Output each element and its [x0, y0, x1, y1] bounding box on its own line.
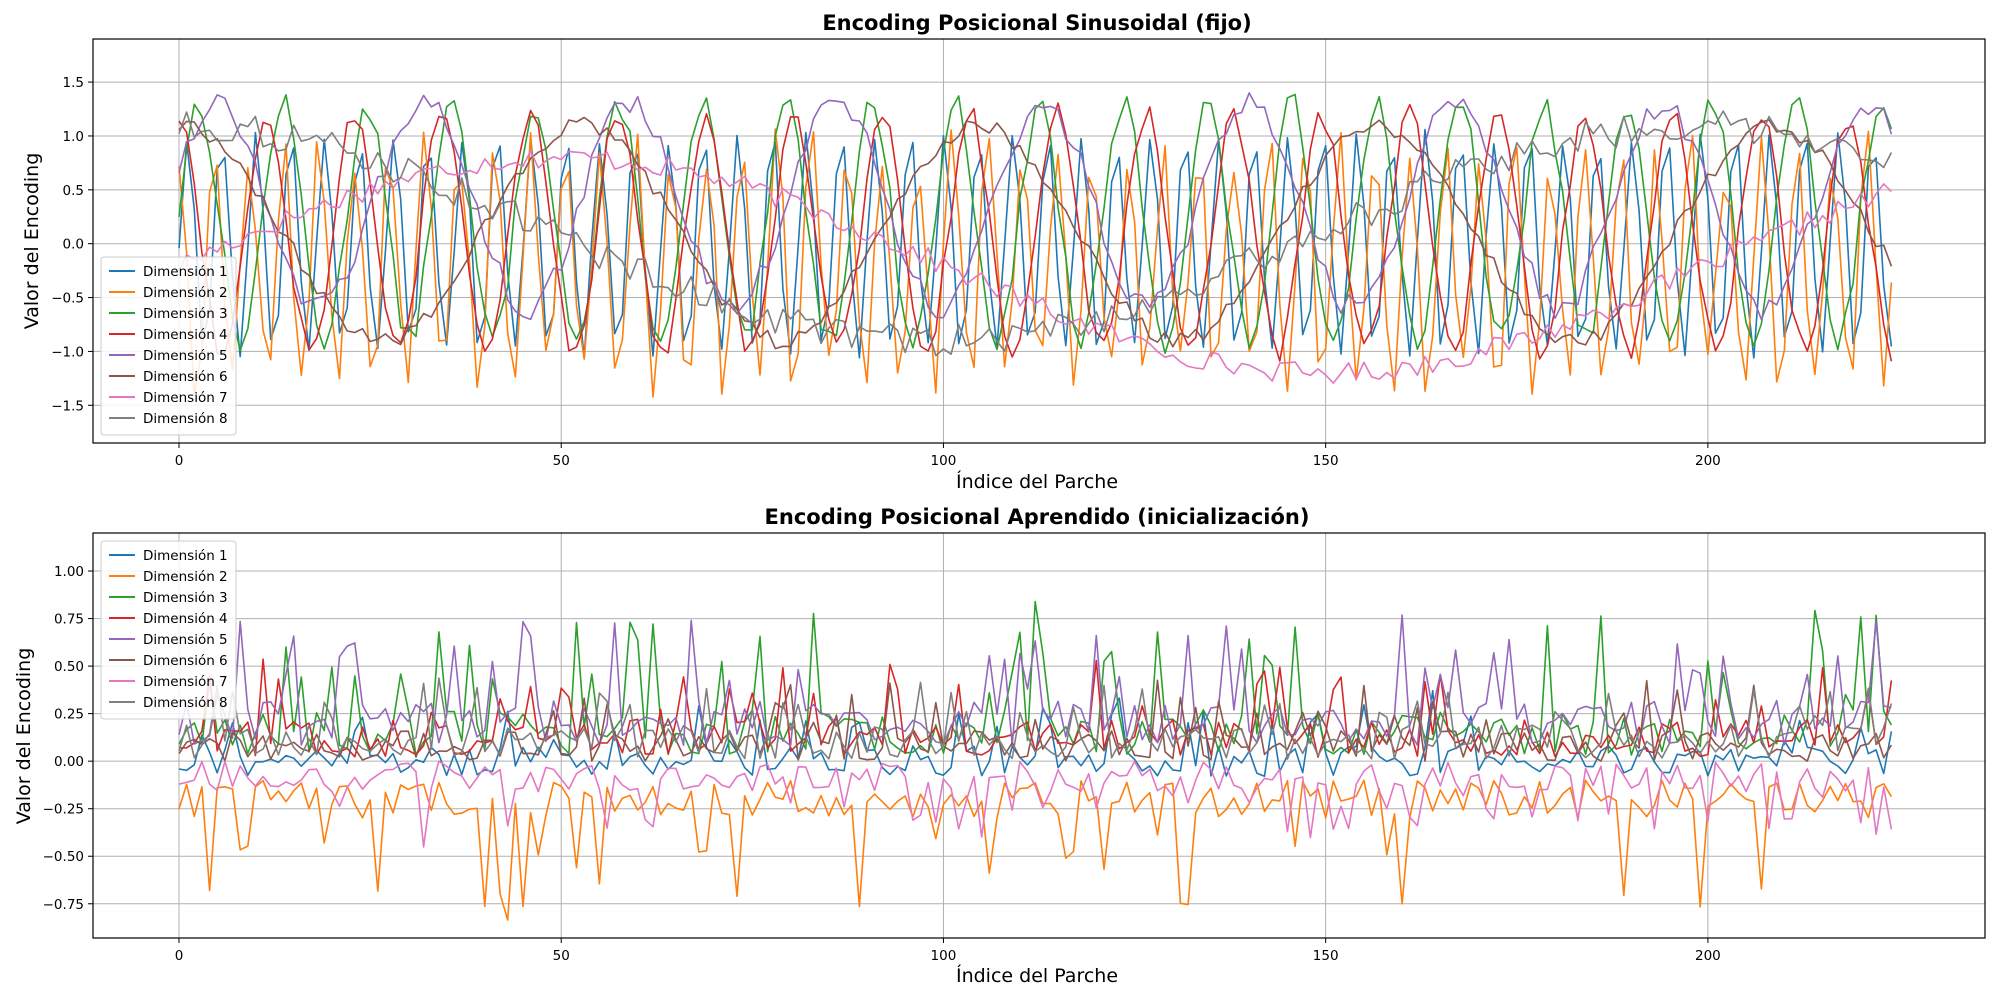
grid [93, 533, 1985, 938]
legend-label: Dimensión 2 [143, 569, 228, 585]
plot-frame [92, 38, 1986, 444]
y-tick-label: −0.5 [51, 291, 84, 307]
y-tick-label: 1.00 [54, 564, 84, 580]
chart-title: Encoding Posicional Aprendido (inicializ… [765, 505, 1310, 529]
x-tick-label: 100 [931, 948, 957, 964]
x-tick-label: 150 [1313, 948, 1339, 964]
legend-label: Dimensión 8 [143, 695, 228, 711]
y-tick-label: 0.5 [63, 183, 84, 199]
x-tick-label: 200 [1695, 948, 1721, 964]
x-axis-label: Índice del Parche [956, 470, 1118, 493]
y-tick-label: 0.0 [63, 237, 84, 253]
series-line [178, 677, 1893, 760]
series-line [178, 110, 1893, 357]
y-axis-label: Valor del Encoding [13, 648, 35, 825]
legend-label: Dimensión 5 [143, 632, 228, 648]
x-tick-label: 50 [553, 453, 570, 469]
y-tick-label: −0.75 [43, 897, 84, 913]
ticks: 0 50 100 150 200 −0.75 −0.50 −0.25 0.00 0.25 0.50 0… [43, 564, 1721, 964]
legend-label: Dimensión 6 [143, 653, 228, 669]
series-lines [178, 600, 1893, 921]
y-tick-label: 0.00 [54, 754, 84, 770]
series-lines [178, 92, 1893, 398]
legend-label: Dimensión 1 [143, 264, 228, 280]
y-tick-label: 0.25 [54, 707, 84, 723]
legend-label: Dimensión 5 [143, 348, 228, 364]
legend-label: Dimensión 4 [143, 327, 228, 343]
series-line [178, 689, 1893, 777]
x-tick-label: 50 [553, 948, 570, 964]
y-tick-label: −0.50 [43, 849, 84, 865]
legend-label: Dimensión 7 [143, 674, 228, 690]
legend: Dimensión 1 Dimensión 2 Dimensión 3 Dimensi… [100, 540, 237, 720]
legend-label: Dimensión 8 [143, 411, 228, 427]
y-tick-label: 0.75 [54, 612, 84, 628]
chart-title: Encoding Posicional Sinusoidal (fijo) [822, 11, 1251, 35]
series-line [178, 760, 1893, 848]
legend-box [100, 540, 237, 720]
series-line [178, 128, 1893, 359]
series-line [178, 93, 1893, 355]
x-tick-label: 200 [1695, 453, 1721, 469]
sinusoidal-panel: Encoding Posicional Sinusoidal (fijo) Ín… [21, 11, 1986, 493]
ticks: 0 50 100 150 200 −1.5 −1.0 −0.5 0.0 0.5 1.0 1.5 [51, 75, 1721, 469]
series-line [178, 116, 1893, 350]
y-tick-label: −1.5 [51, 398, 84, 414]
legend-label: Dimensión 7 [143, 390, 228, 406]
x-tick-label: 150 [1313, 453, 1339, 469]
series-line [178, 102, 1893, 362]
legend: Dimensión 1 Dimensión 2 Dimensión 3 Dimensi… [100, 256, 237, 436]
legend-label: Dimensión 3 [143, 306, 228, 322]
x-tick-label: 100 [931, 453, 957, 469]
x-tick-label: 0 [175, 453, 184, 469]
y-axis-label: Valor del Encoding [21, 153, 43, 330]
y-tick-label: 1.5 [63, 75, 84, 91]
y-tick-label: −1.0 [51, 344, 84, 360]
legend-label: Dimensión 1 [143, 548, 228, 564]
plot-frame [92, 532, 1986, 939]
legend-box [100, 256, 237, 436]
legend-label: Dimensión 3 [143, 590, 228, 606]
x-axis-label: Índice del Parche [956, 964, 1118, 987]
series-line [178, 679, 1893, 762]
learned-panel: Encoding Posicional Aprendido (inicializ… [13, 505, 1986, 987]
legend-label: Dimensión 6 [143, 369, 228, 385]
y-tick-label: 1.0 [63, 129, 84, 145]
legend-label: Dimensión 4 [143, 611, 228, 627]
series-line [178, 614, 1892, 747]
y-tick-label: 0.50 [54, 659, 84, 675]
series-line [178, 150, 1892, 384]
x-tick-label: 0 [175, 948, 184, 964]
y-tick-label: −0.25 [43, 802, 84, 818]
legend-label: Dimensión 2 [143, 285, 228, 301]
